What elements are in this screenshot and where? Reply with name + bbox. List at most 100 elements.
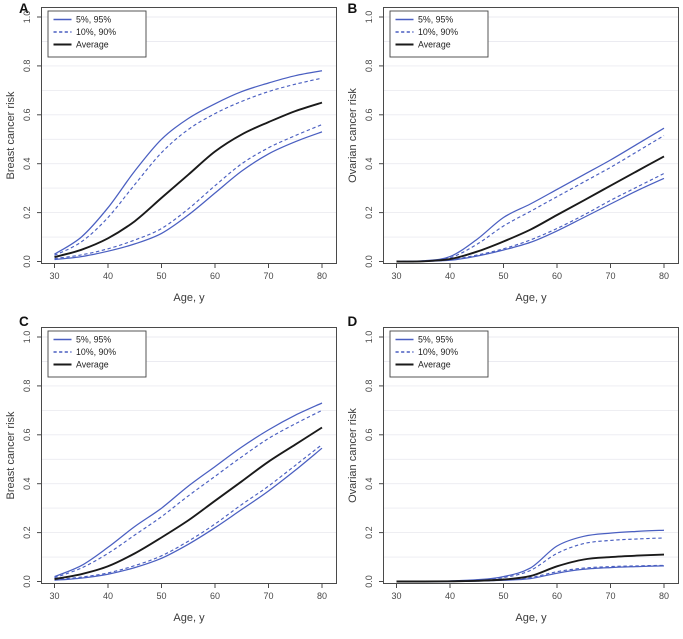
y-tick-label: 1.0	[22, 330, 32, 343]
p95-95th-percentile-line	[54, 401, 323, 577]
y-tick-label: 0.2	[22, 206, 32, 219]
p90-90th-percentile-line	[54, 77, 323, 256]
legend-item-label: 10%, 90%	[76, 27, 116, 37]
x-tick-label: 50	[498, 591, 508, 601]
y-tick-label: 0.4	[22, 477, 32, 490]
x-axis-title: Age, y	[515, 292, 547, 304]
y-tick-label: 0.8	[22, 379, 32, 392]
p10-10th-percentile-line	[54, 443, 323, 580]
x-tick-label: 30	[391, 271, 401, 281]
legend-item-label: 10%, 90%	[418, 347, 458, 357]
panel-b: B 30 40 50 60 70 80 0.0 0.2 0.4 0.6 0.8 1.0 Age, y Ov…	[342, 0, 683, 320]
panel-b-plot: 30 40 50 60 70 80 0.0 0.2 0.4 0.6 0.8 1.0 Age, y Ovar…	[347, 7, 679, 304]
y-tick-label: 0.8	[364, 379, 374, 392]
plot-border	[41, 326, 337, 584]
y-tick-label: 0.8	[22, 60, 32, 73]
legend: 5%, 95% 10%, 90% Average	[47, 10, 147, 58]
y-tick-label: 0.0	[22, 255, 32, 268]
x-tick-label: 70	[605, 591, 615, 601]
p90-90th-percentile-line	[395, 135, 664, 263]
x-tick-label: 50	[498, 271, 508, 281]
y-tick-label: 1.0	[22, 11, 32, 24]
avg-average-line	[395, 553, 664, 582]
p95-95th-percentile-line	[54, 70, 323, 255]
panel-a-plot: 30 40 50 60 70 80 0.0 0.2 0.4 0.6 0.8 1.0 Age, y Brea…	[5, 7, 337, 304]
panel-c-plot: 30 40 50 60 70 80 0.0 0.2 0.4 0.6 0.8 1.0 Age, y Brea…	[5, 326, 337, 624]
x-tick-label: 80	[317, 271, 327, 281]
legend-item-label: 10%, 90%	[76, 347, 116, 357]
x-tick-label: 30	[49, 591, 59, 601]
legend-box	[47, 10, 147, 58]
y-tick-label: 1.0	[364, 11, 374, 24]
panel-b-chart-mount: 30 40 50 60 70 80 0.0 0.2 0.4 0.6 0.8 1.0 Age, y Ovar…	[342, 0, 683, 320]
legend-item-label: Average	[418, 40, 451, 50]
y-tick-label: 0.2	[364, 526, 374, 539]
panel-letter-b: B	[347, 1, 358, 16]
panel-c: C 30 40 50 60 70 80 0.0 0.2 0.4 0.6 0.8 1.0 Age, y Br…	[0, 314, 342, 639]
avg-average-line	[54, 101, 323, 259]
p05-5th-percentile-line	[54, 131, 323, 261]
x-tick-label: 70	[263, 271, 273, 281]
p90-90th-percentile-line	[54, 409, 323, 578]
legend-item-label: Average	[76, 359, 109, 369]
legend-box	[389, 10, 488, 58]
legend-item-label: 5%, 95%	[418, 15, 453, 25]
panel-c-chart-mount: 30 40 50 60 70 80 0.0 0.2 0.4 0.6 0.8 1.0 Age, y Brea…	[0, 320, 342, 639]
legend: 5%, 95% 10%, 90% Average	[389, 10, 488, 58]
x-tick-label: 80	[317, 591, 327, 601]
x-tick-label: 70	[263, 591, 273, 601]
x-axis-title: Age, y	[515, 612, 547, 624]
legend-item-label: Average	[76, 40, 109, 50]
legend-item-label: 10%, 90%	[418, 27, 458, 37]
p95-95th-percentile-line	[395, 127, 664, 263]
legend-item-label: Average	[418, 359, 451, 369]
x-tick-label: 40	[444, 271, 454, 281]
y-tick-label: 0.4	[364, 477, 374, 490]
avg-average-line	[395, 155, 664, 263]
avg-average-line	[54, 426, 323, 580]
y-axis-title: Ovarian cancer risk	[347, 407, 359, 502]
p10-10th-percentile-line	[54, 124, 323, 260]
y-axis-title: Breast cancer risk	[5, 91, 17, 180]
p10-10th-percentile-line	[395, 564, 664, 582]
x-tick-label: 60	[551, 271, 561, 281]
x-tick-label: 60	[210, 271, 220, 281]
y-tick-label: 0.8	[364, 60, 374, 73]
x-tick-label: 80	[658, 591, 668, 601]
panel-d: D 30 40 50 60 70 80 0.0 0.2 0.4 0.6 0.8 1.0 Age, y Ov…	[342, 314, 683, 639]
y-tick-label: 0.0	[364, 255, 374, 268]
x-tick-label: 60	[551, 591, 561, 601]
plot-border	[382, 326, 679, 584]
x-tick-label: 40	[444, 591, 454, 601]
legend-item-label: 5%, 95%	[418, 334, 453, 344]
x-tick-label: 50	[156, 591, 166, 601]
x-axis-title: Age, y	[173, 612, 205, 624]
p05-5th-percentile-line	[54, 447, 323, 581]
legend-item-label: 5%, 95%	[76, 15, 111, 25]
y-axis-title: Breast cancer risk	[5, 410, 17, 499]
legend: 5%, 95% 10%, 90% Average	[389, 330, 488, 377]
panel-letter-d: D	[347, 313, 358, 329]
p90-90th-percentile-line	[395, 536, 664, 582]
panel-a: A 30 40 50 60 70 80 0.0 0.2 0.4 0.6 0.8 1.0 Age, y Br…	[0, 0, 342, 320]
legend: 5%, 95% 10%, 90% Average	[47, 330, 147, 377]
plot-border	[382, 7, 679, 264]
y-tick-label: 0.2	[364, 206, 374, 219]
panel-letter-a: A	[19, 1, 29, 16]
legend-box	[389, 330, 488, 377]
x-tick-label: 40	[103, 591, 113, 601]
y-tick-label: 0.2	[22, 526, 32, 539]
y-tick-label: 0.4	[364, 157, 374, 170]
x-tick-label: 80	[658, 271, 668, 281]
y-tick-label: 1.0	[364, 330, 374, 343]
y-tick-label: 0.6	[364, 109, 374, 122]
x-tick-label: 70	[605, 271, 615, 281]
panel-d-plot: 30 40 50 60 70 80 0.0 0.2 0.4 0.6 0.8 1.0 Age, y Ovar…	[347, 326, 679, 624]
y-axis-title: Ovarian cancer risk	[347, 88, 359, 183]
panel-letter-c: C	[19, 313, 29, 329]
p10-10th-percentile-line	[395, 172, 664, 263]
plot-border	[41, 7, 337, 264]
y-tick-label: 0.0	[22, 575, 32, 588]
y-tick-label: 0.6	[22, 428, 32, 441]
